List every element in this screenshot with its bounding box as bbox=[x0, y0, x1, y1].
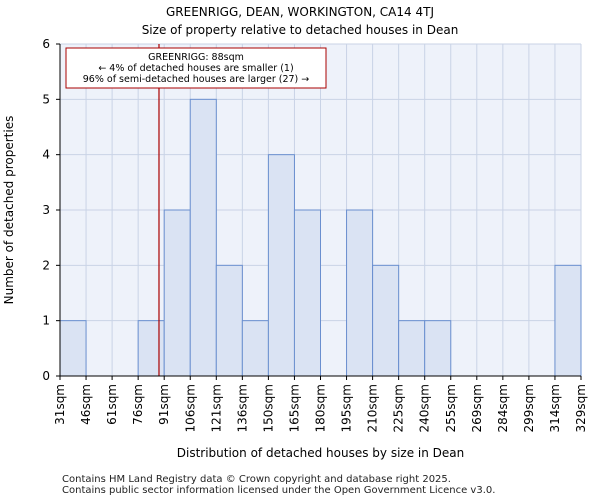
x-tick-label: 240sqm bbox=[418, 384, 432, 432]
y-tick-label: 0 bbox=[42, 369, 50, 383]
x-tick-label: 136sqm bbox=[235, 384, 249, 432]
x-tick-label: 225sqm bbox=[392, 384, 406, 432]
x-tick-labels: 31sqm 46sqm 61sqm 76sqm 91sqm 106sqm 121sqm 136… bbox=[53, 376, 588, 432]
x-tick-label: 31sqm bbox=[53, 384, 67, 425]
bar-91sqm bbox=[163, 209, 191, 377]
x-tick-label: 165sqm bbox=[287, 384, 301, 432]
y-tick-label: 1 bbox=[42, 314, 50, 328]
bar-240sqm bbox=[424, 320, 452, 377]
bar-195sqm bbox=[346, 209, 374, 377]
annotation-line-1: GREENRIGG: 88sqm bbox=[148, 52, 244, 63]
bar-210sqm bbox=[372, 264, 400, 377]
x-tick-label: 210sqm bbox=[366, 384, 380, 432]
x-tick-label: 150sqm bbox=[261, 384, 275, 432]
x-tick-label: 284sqm bbox=[496, 384, 510, 432]
x-tick-label: 255sqm bbox=[444, 384, 458, 432]
x-tick-label: 329sqm bbox=[574, 384, 588, 432]
bar-314sqm bbox=[554, 264, 582, 377]
annotation-line-2: ← 4% of detached houses are smaller (1) bbox=[98, 63, 293, 74]
annotation-box: GREENRIGG: 88sqm ← 4% of detached houses… bbox=[65, 47, 327, 89]
bar-165sqm bbox=[293, 209, 322, 377]
footer-licence: Contains public sector information licen… bbox=[62, 485, 496, 496]
x-tick-label: 195sqm bbox=[340, 384, 354, 432]
bar-76sqm bbox=[137, 320, 165, 377]
chart-title: GREENRIGG, DEAN, WORKINGTON, CA14 4TJ bbox=[166, 5, 434, 19]
bar-136sqm bbox=[241, 320, 269, 377]
x-tick-label: 76sqm bbox=[131, 384, 145, 425]
bar-225sqm bbox=[398, 320, 426, 377]
bar-106sqm bbox=[189, 98, 217, 377]
bars bbox=[59, 98, 582, 377]
y-tick-label: 6 bbox=[42, 37, 50, 51]
x-tick-label: 46sqm bbox=[79, 384, 93, 425]
chart-subtitle: Size of property relative to detached ho… bbox=[141, 23, 459, 37]
y-tick-label: 5 bbox=[42, 92, 50, 106]
x-tick-label: 269sqm bbox=[470, 384, 484, 432]
x-tick-label: 299sqm bbox=[522, 384, 536, 432]
bar-31sqm bbox=[59, 320, 87, 377]
bar-121sqm bbox=[215, 264, 243, 377]
bar-150sqm bbox=[267, 154, 295, 377]
y-tick-label: 2 bbox=[42, 258, 50, 272]
y-axis-label: Number of detached properties bbox=[2, 116, 16, 305]
x-tick-label: 91sqm bbox=[157, 384, 171, 425]
y-tick-label: 3 bbox=[42, 203, 50, 217]
x-tick-label: 61sqm bbox=[105, 384, 119, 425]
y-tick-label: 4 bbox=[42, 148, 50, 162]
x-tick-label: 180sqm bbox=[314, 384, 328, 432]
footer-copyright: Contains HM Land Registry data © Crown c… bbox=[62, 474, 451, 485]
x-tick-label: 121sqm bbox=[209, 384, 223, 432]
x-axis-label: Distribution of detached houses by size … bbox=[177, 446, 464, 460]
annotation-line-3: 96% of semi-detached houses are larger (… bbox=[83, 74, 310, 85]
x-tick-label: 314sqm bbox=[548, 384, 562, 432]
y-tick-labels: 0 1 2 3 4 5 6 bbox=[42, 37, 60, 383]
x-tick-label: 106sqm bbox=[183, 384, 197, 432]
